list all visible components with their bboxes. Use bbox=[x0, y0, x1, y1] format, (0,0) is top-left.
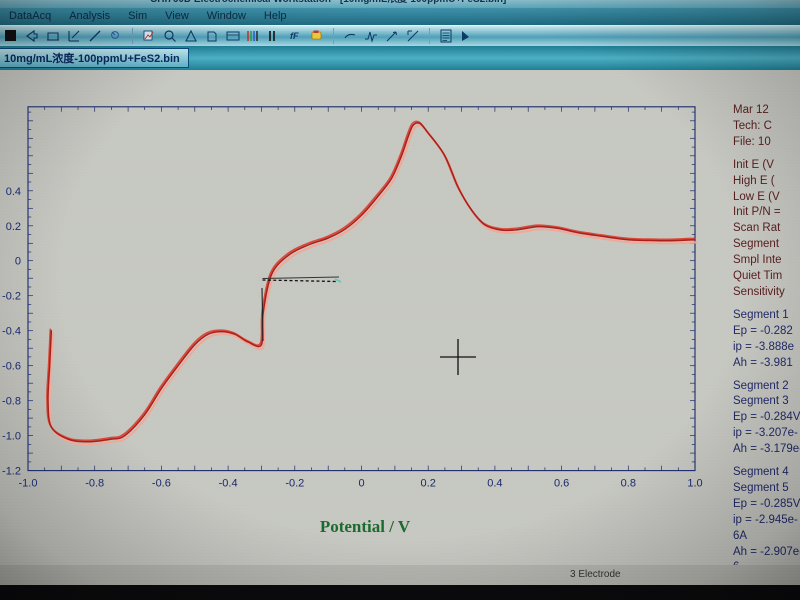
svg-text:-0.2: -0.2 bbox=[285, 478, 304, 490]
svg-text:-1.0: -1.0 bbox=[2, 431, 21, 443]
svg-text:fF: fF bbox=[290, 31, 299, 41]
svg-text:-0.2: -0.2 bbox=[2, 291, 21, 303]
svg-text:0.4: 0.4 bbox=[487, 478, 502, 490]
svg-text:-0.4: -0.4 bbox=[2, 326, 21, 338]
svg-text:0.8: 0.8 bbox=[621, 478, 636, 490]
svg-text:-0.6: -0.6 bbox=[152, 478, 171, 490]
svg-text:0.6: 0.6 bbox=[554, 478, 569, 490]
svg-text:-0.8: -0.8 bbox=[2, 396, 21, 408]
svg-text:0.4: 0.4 bbox=[6, 186, 21, 198]
svg-text:1.0: 1.0 bbox=[687, 478, 702, 490]
svg-text:-1.2: -1.2 bbox=[2, 466, 21, 478]
svg-text:0: 0 bbox=[15, 256, 21, 268]
svg-text:-0.8: -0.8 bbox=[85, 478, 104, 490]
svg-text:-0.4: -0.4 bbox=[219, 478, 238, 490]
svg-text:-1.0: -1.0 bbox=[19, 478, 38, 490]
svg-text:0: 0 bbox=[358, 478, 364, 490]
svg-text:-0.6: -0.6 bbox=[2, 361, 21, 373]
svg-text:0.2: 0.2 bbox=[421, 478, 436, 490]
svg-text:0.2: 0.2 bbox=[6, 221, 21, 233]
